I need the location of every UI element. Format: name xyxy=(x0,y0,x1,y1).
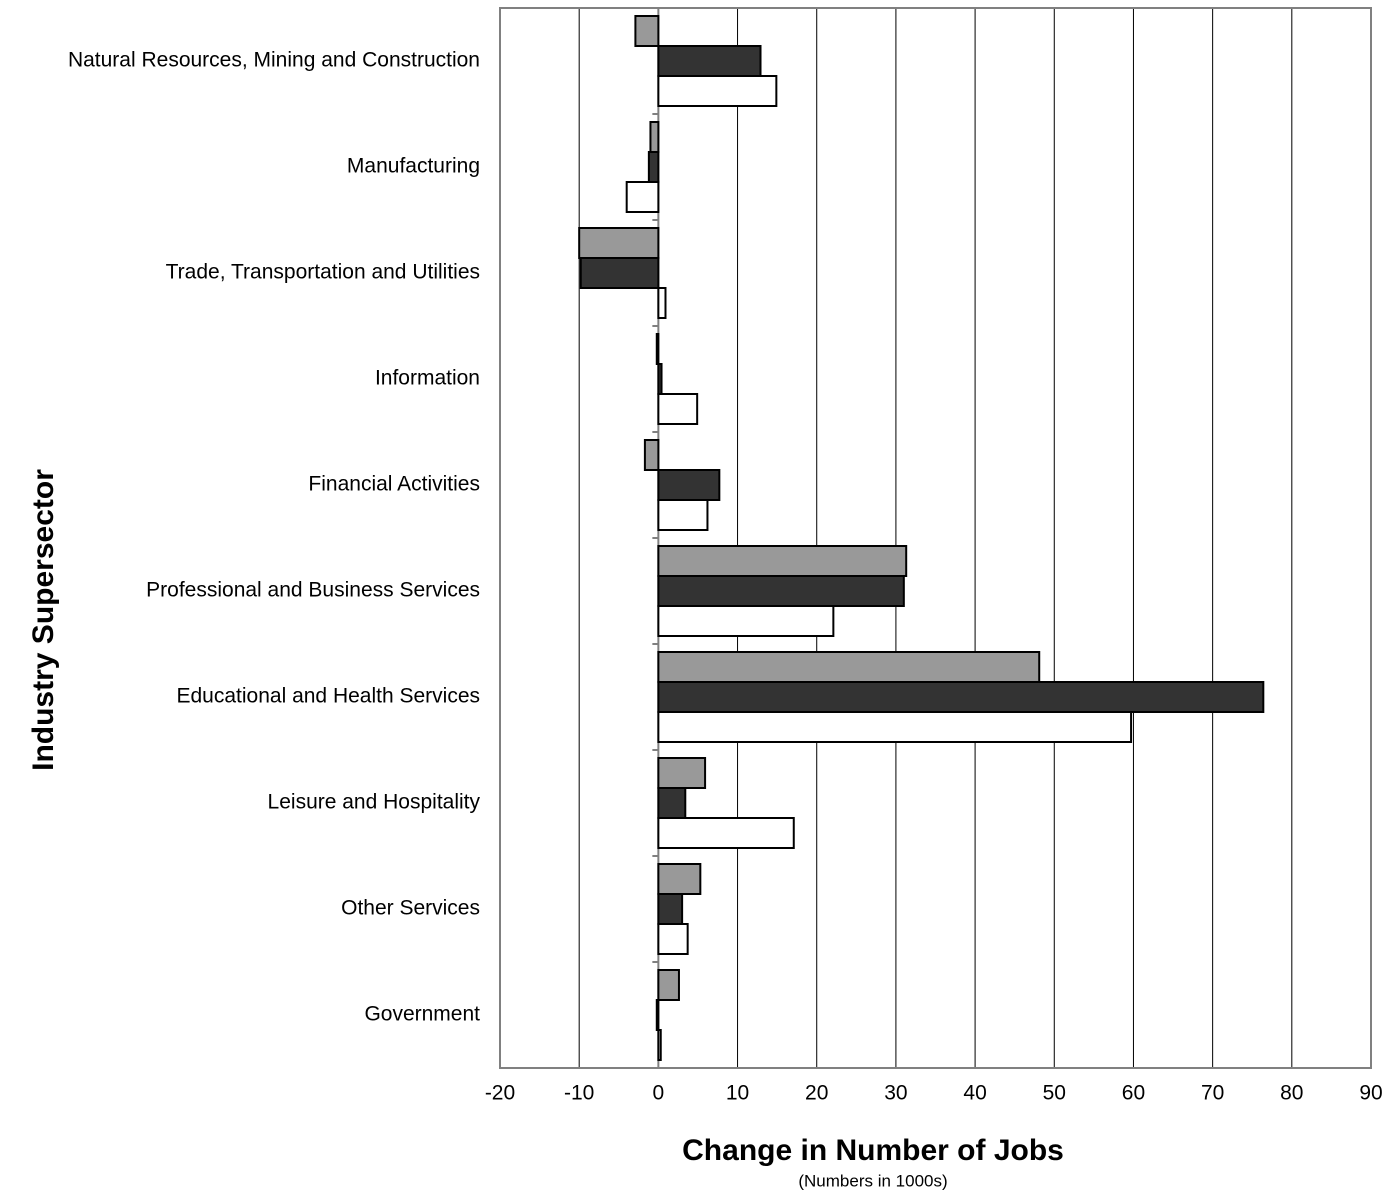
bar xyxy=(657,863,702,895)
y-axis-title: Industry Supersector xyxy=(27,469,60,771)
bar xyxy=(657,75,778,107)
y-tick-label: Leisure and Hospitality xyxy=(268,791,481,814)
bar xyxy=(647,151,660,183)
bar xyxy=(655,999,660,1031)
x-tick-label: -20 xyxy=(485,1082,515,1105)
y-tick-label: Manufacturing xyxy=(347,155,480,178)
bar xyxy=(657,393,699,425)
x-tick-label: 0 xyxy=(653,1082,665,1105)
bar xyxy=(657,787,687,819)
x-tick-label: 10 xyxy=(726,1082,749,1105)
x-axis-title: Change in Number of Jobs xyxy=(682,1134,1064,1167)
bar xyxy=(657,545,908,577)
y-tick-label: Government xyxy=(364,1003,480,1026)
bar xyxy=(657,923,689,955)
bar xyxy=(657,575,905,607)
x-tick-label: 80 xyxy=(1280,1082,1303,1105)
x-axis-subtitle: (Numbers in 1000s) xyxy=(798,1171,947,1190)
y-tick-label: Other Services xyxy=(341,897,480,920)
bar xyxy=(657,469,721,501)
bar xyxy=(649,121,660,153)
bar xyxy=(657,45,762,77)
bar xyxy=(657,757,707,789)
bar xyxy=(657,499,709,531)
bar xyxy=(657,287,667,319)
bar xyxy=(579,257,660,289)
x-tick-label: 50 xyxy=(1043,1082,1066,1105)
bar xyxy=(655,333,660,365)
x-tick-label: -10 xyxy=(564,1082,594,1105)
x-tick-label: 90 xyxy=(1359,1082,1382,1105)
bar xyxy=(578,227,660,259)
bar xyxy=(634,15,660,47)
y-tick-label: Trade, Transportation and Utilities xyxy=(166,261,480,284)
bar xyxy=(657,893,684,925)
x-tick-label: 40 xyxy=(963,1082,986,1105)
x-tick-label: 20 xyxy=(805,1082,828,1105)
bar xyxy=(657,681,1265,713)
bar xyxy=(643,439,660,471)
bar xyxy=(657,605,835,637)
x-tick-label: 70 xyxy=(1201,1082,1224,1105)
y-tick-label: Information xyxy=(375,367,480,390)
bar xyxy=(657,969,680,1001)
x-tick-label: 60 xyxy=(1122,1082,1145,1105)
bar xyxy=(657,651,1041,683)
y-tick-label: Professional and Business Services xyxy=(146,579,480,602)
y-tick-label: Financial Activities xyxy=(308,473,480,496)
y-tick-label: Educational and Health Services xyxy=(176,685,480,708)
x-tick-label: 30 xyxy=(884,1082,907,1105)
bar xyxy=(657,1029,662,1061)
bar xyxy=(625,181,660,213)
bar xyxy=(657,817,795,849)
plot-frame xyxy=(499,7,1372,1069)
bar xyxy=(657,711,1133,743)
y-tick-label: Natural Resources, Mining and Constructi… xyxy=(68,49,480,72)
bar xyxy=(657,363,663,395)
